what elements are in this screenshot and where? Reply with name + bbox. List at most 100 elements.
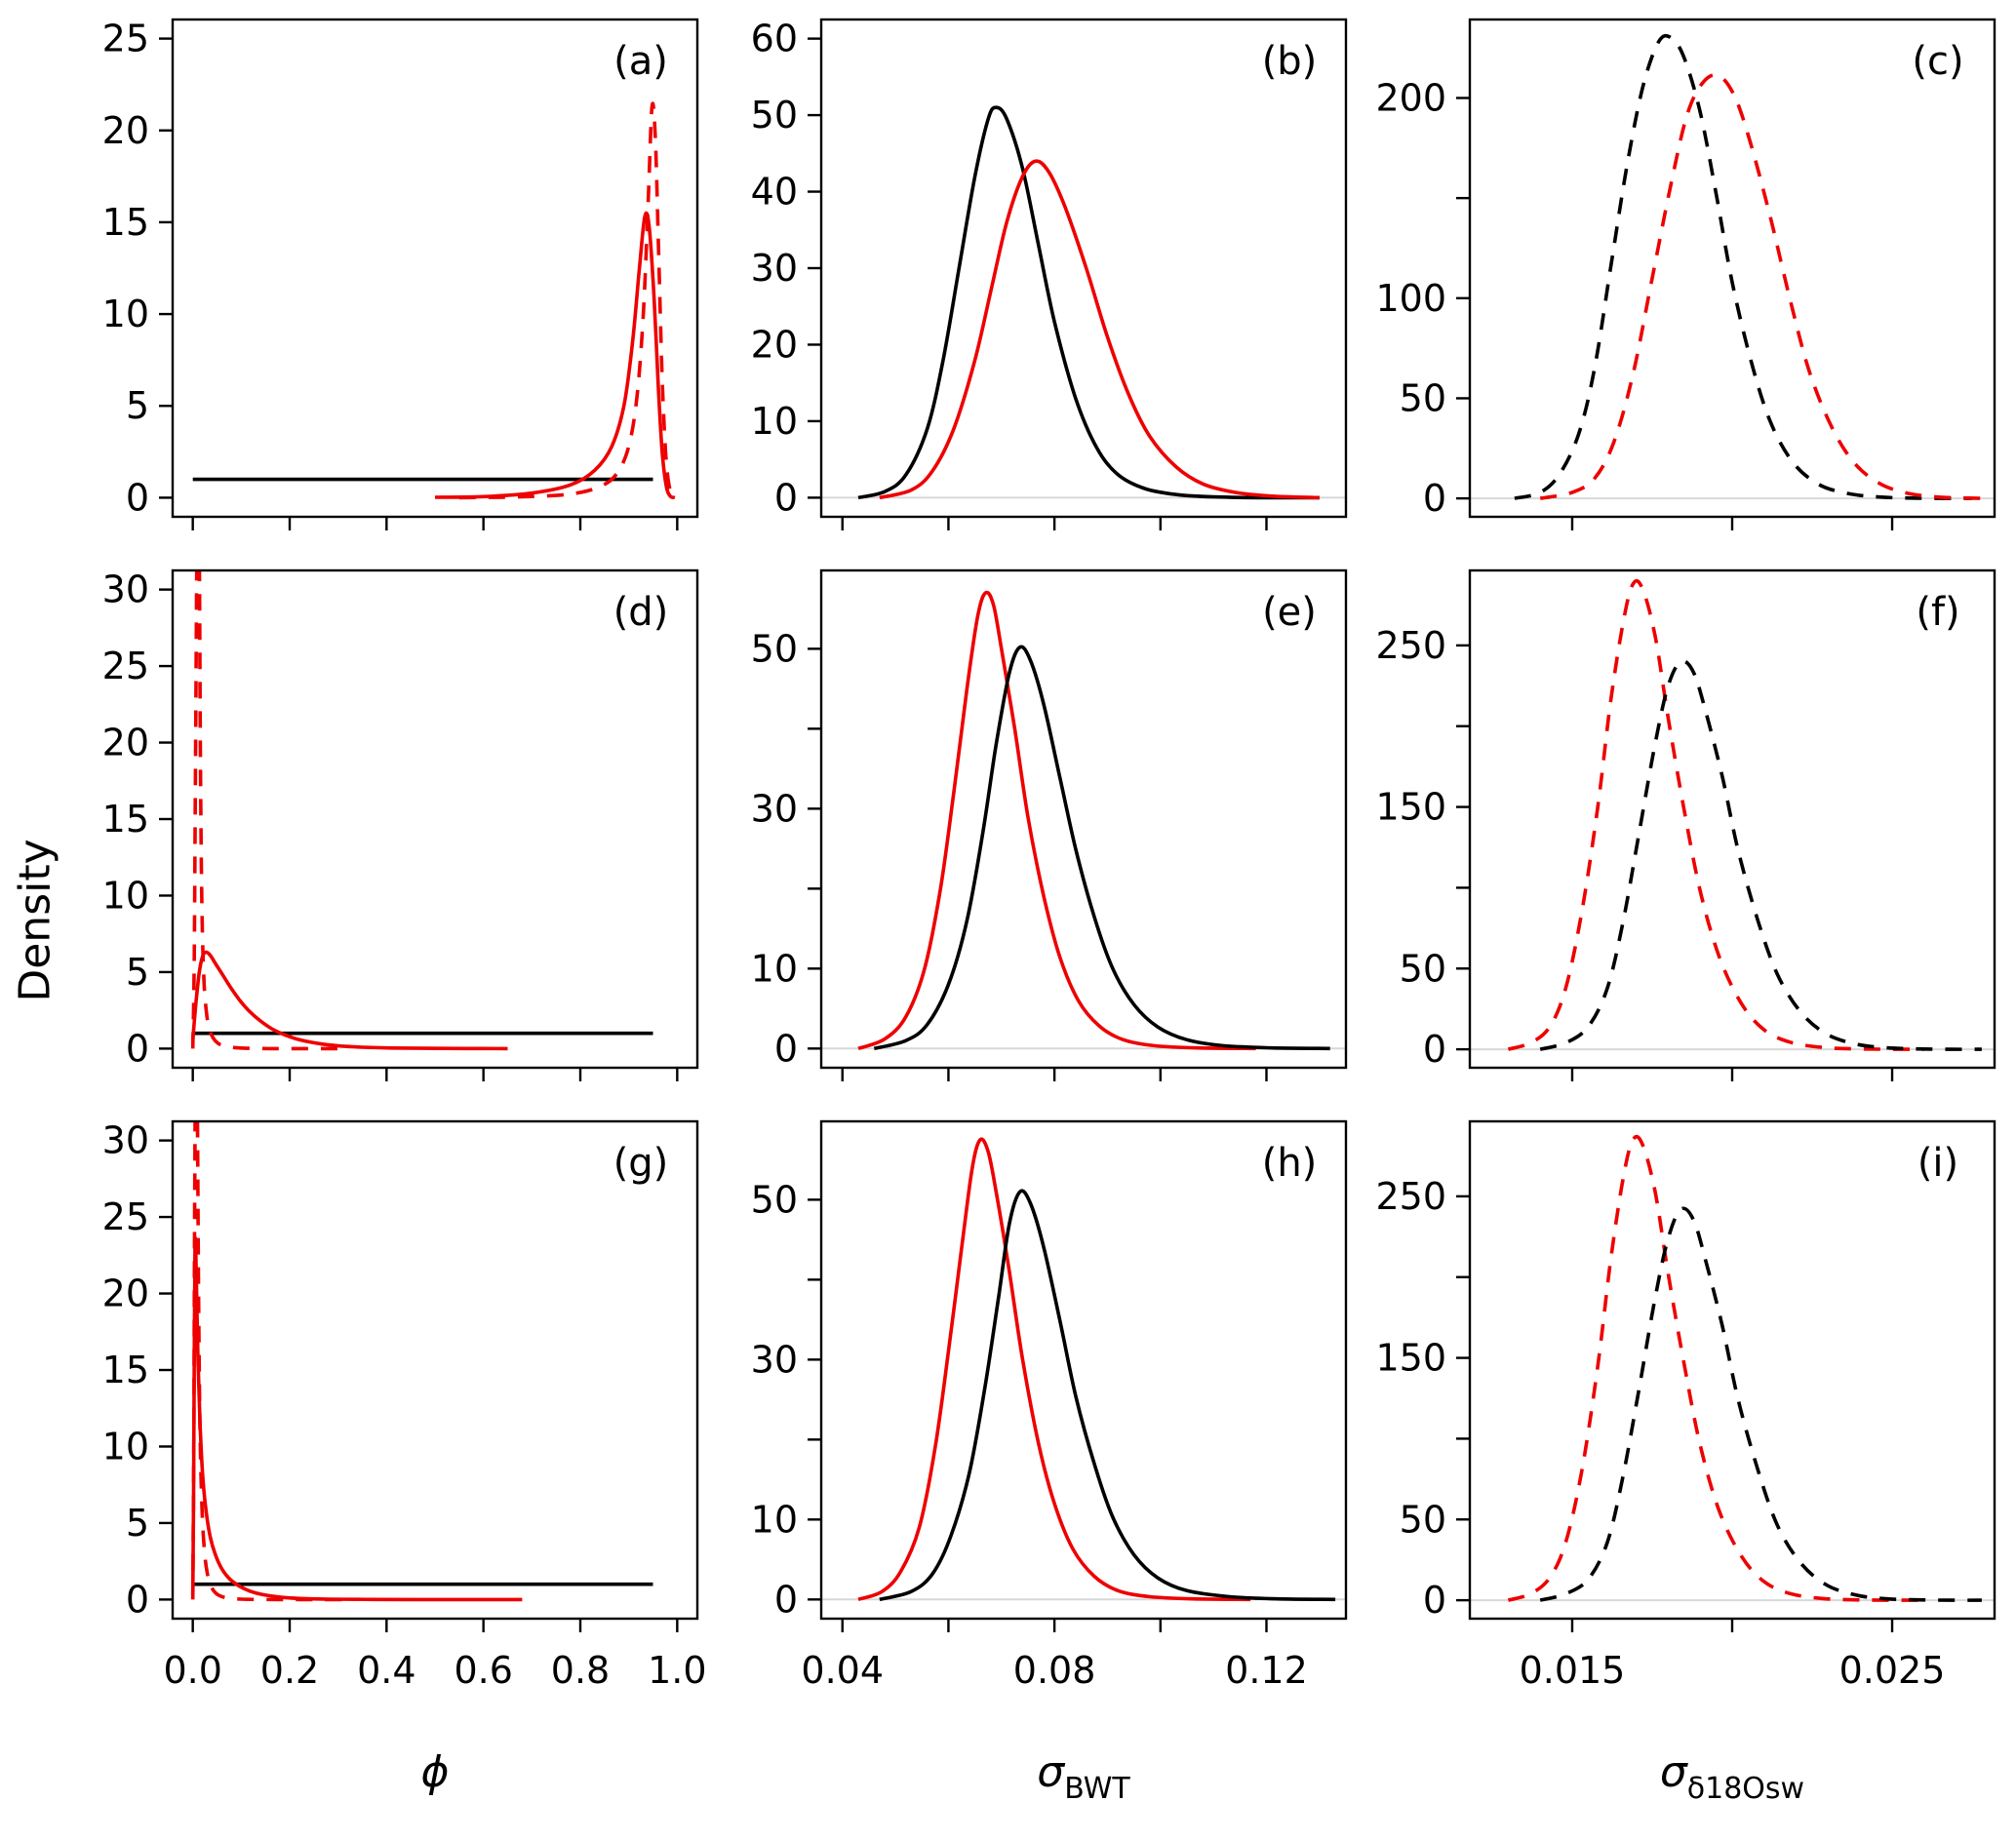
plot-box bbox=[171, 568, 699, 1070]
y-tick-label: 200 bbox=[1375, 76, 1446, 119]
y-tick-label: 0 bbox=[1423, 1579, 1446, 1622]
panel-f: 0 50 150 250 (f) bbox=[1375, 568, 1996, 1081]
y-tick-label: 10 bbox=[751, 1498, 798, 1541]
density-curve-red-dashed bbox=[190, 570, 338, 1051]
panel-g: 0.0 0.2 0.4 0.6 0.8 1.0 0 5 10 15 20 25 30 (g) ϕ bbox=[102, 1119, 707, 1797]
x-axis: 0.0 0.2 0.4 0.6 0.8 1.0 bbox=[163, 1619, 707, 1692]
x-axis bbox=[841, 1068, 1268, 1081]
y-tick-label: 50 bbox=[1400, 947, 1446, 990]
x-axis-title: σδ18Osw bbox=[1660, 1747, 1804, 1806]
y-tick-label: 15 bbox=[102, 1349, 149, 1391]
density-curve-black-dashed bbox=[1539, 659, 1982, 1051]
x-tick-label: 0.04 bbox=[801, 1649, 884, 1692]
density-curve-red-solid bbox=[857, 1137, 1251, 1602]
panel-i: 0.015 0.025 0 50 150 250 (i) σδ18Osw bbox=[1375, 1119, 1996, 1806]
y-tick-label: 5 bbox=[126, 1502, 149, 1545]
density-curve-red-dashed bbox=[190, 1121, 348, 1602]
plot-box bbox=[171, 1119, 699, 1621]
x-axis: 0.04 0.08 0.12 bbox=[801, 1619, 1308, 1692]
y-tick-label: 30 bbox=[102, 568, 149, 611]
x-tick-label: 0.08 bbox=[1013, 1649, 1096, 1692]
y-tick-label: 50 bbox=[1400, 1498, 1446, 1541]
y-tick-label: 20 bbox=[751, 323, 798, 366]
y-tick-label: 10 bbox=[102, 874, 149, 917]
x-tick-label: 0.025 bbox=[1839, 1649, 1946, 1692]
y-tick-label: 40 bbox=[751, 171, 798, 214]
y-tick-label: 20 bbox=[102, 1272, 149, 1315]
y-tick-label: 30 bbox=[751, 1338, 798, 1381]
plot-box bbox=[819, 18, 1348, 519]
x-tick-label: 0.4 bbox=[357, 1649, 415, 1692]
x-axis bbox=[1570, 517, 1894, 530]
y-tick-label: 25 bbox=[102, 1195, 149, 1238]
x-axis bbox=[191, 517, 679, 530]
y-axis: 0 10 30 50 bbox=[751, 1178, 821, 1621]
plot-box bbox=[1468, 18, 1996, 519]
y-axis: 0 10 20 30 40 50 60 bbox=[751, 18, 821, 519]
y-tick-label: 100 bbox=[1375, 277, 1446, 320]
density-curve-red-dashed bbox=[458, 101, 679, 500]
y-tick-label: 0 bbox=[126, 1578, 149, 1621]
density-curve-red-dashed bbox=[1507, 578, 1924, 1051]
panel-letter: (i) bbox=[1917, 1141, 1958, 1186]
x-tick-label: 0.0 bbox=[163, 1649, 221, 1692]
y-tick-label: 0 bbox=[1423, 1028, 1446, 1071]
plot-box bbox=[1468, 568, 1996, 1070]
y-tick-label: 5 bbox=[126, 951, 149, 994]
plot-box bbox=[819, 568, 1348, 1070]
y-tick-label: 15 bbox=[102, 201, 149, 244]
density-curve-black-solid bbox=[879, 1189, 1336, 1602]
y-tick-label: 0 bbox=[126, 1027, 149, 1070]
density-curve-red-dashed bbox=[1539, 73, 1982, 500]
y-axis: 0 5 10 15 20 25 30 bbox=[102, 1119, 173, 1621]
y-tick-label: 20 bbox=[102, 109, 149, 152]
x-axis: 0.015 0.025 bbox=[1520, 1619, 1946, 1692]
y-tick-label: 150 bbox=[1375, 1337, 1446, 1380]
x-tick-label: 0.8 bbox=[551, 1649, 610, 1692]
y-tick-label: 0 bbox=[1423, 477, 1446, 520]
y-tick-label: 10 bbox=[751, 947, 798, 990]
panel-grid: 0 5 10 15 20 25 (a) 0 10 20 30 40 50 60 (b) 0 50 100 200 (c… bbox=[70, 0, 2016, 1840]
y-tick-label: 50 bbox=[751, 627, 798, 670]
y-tick-label: 0 bbox=[126, 476, 149, 519]
panel-letter: (d) bbox=[613, 590, 669, 635]
y-axis: 0 50 150 250 bbox=[1375, 1175, 1470, 1622]
x-tick-label: 0.6 bbox=[454, 1649, 512, 1692]
y-tick-label: 15 bbox=[102, 798, 149, 841]
density-curve-red-solid bbox=[879, 159, 1320, 500]
y-tick-label: 10 bbox=[102, 1425, 149, 1468]
y-tick-label: 0 bbox=[774, 476, 798, 519]
plot-box bbox=[171, 18, 699, 519]
density-curve-red-dashed bbox=[1507, 1134, 1924, 1602]
y-tick-label: 10 bbox=[751, 400, 798, 443]
x-tick-label: 0.2 bbox=[260, 1649, 319, 1692]
y-tick-label: 30 bbox=[751, 787, 798, 830]
y-tick-label: 0 bbox=[774, 1578, 798, 1621]
y-tick-label: 30 bbox=[102, 1119, 149, 1162]
panel-d: 0 5 10 15 20 25 30 (d) bbox=[102, 568, 699, 1081]
x-axis bbox=[1570, 1068, 1894, 1081]
panel-b: 0 10 20 30 40 50 60 (b) bbox=[751, 18, 1348, 530]
y-tick-label: 30 bbox=[751, 247, 798, 290]
y-tick-label: 10 bbox=[102, 293, 149, 335]
panel-letter: (c) bbox=[1912, 39, 1963, 84]
x-tick-label: 0.12 bbox=[1225, 1649, 1308, 1692]
y-axis-title: Density bbox=[10, 838, 60, 1002]
y-tick-label: 60 bbox=[751, 18, 798, 60]
panel-letter: (a) bbox=[613, 39, 668, 84]
x-axis bbox=[841, 517, 1268, 530]
plot-box bbox=[819, 1119, 1348, 1621]
y-tick-label: 50 bbox=[751, 1178, 798, 1221]
panel-letter: (g) bbox=[613, 1141, 669, 1186]
panel-a: 0 5 10 15 20 25 (a) bbox=[102, 18, 699, 530]
y-axis: 0 50 100 200 bbox=[1375, 76, 1470, 520]
density-curve-black-dashed bbox=[1514, 33, 1973, 500]
y-axis: 0 5 10 15 20 25 bbox=[102, 18, 173, 519]
panel-e: 0 10 30 50 (e) bbox=[751, 568, 1348, 1081]
density-curve-black-solid bbox=[857, 105, 1320, 500]
y-axis: 0 10 30 50 bbox=[751, 627, 821, 1070]
panel-letter: (b) bbox=[1262, 39, 1318, 84]
y-tick-label: 50 bbox=[751, 94, 798, 137]
density-curve-red-solid bbox=[190, 1235, 523, 1602]
